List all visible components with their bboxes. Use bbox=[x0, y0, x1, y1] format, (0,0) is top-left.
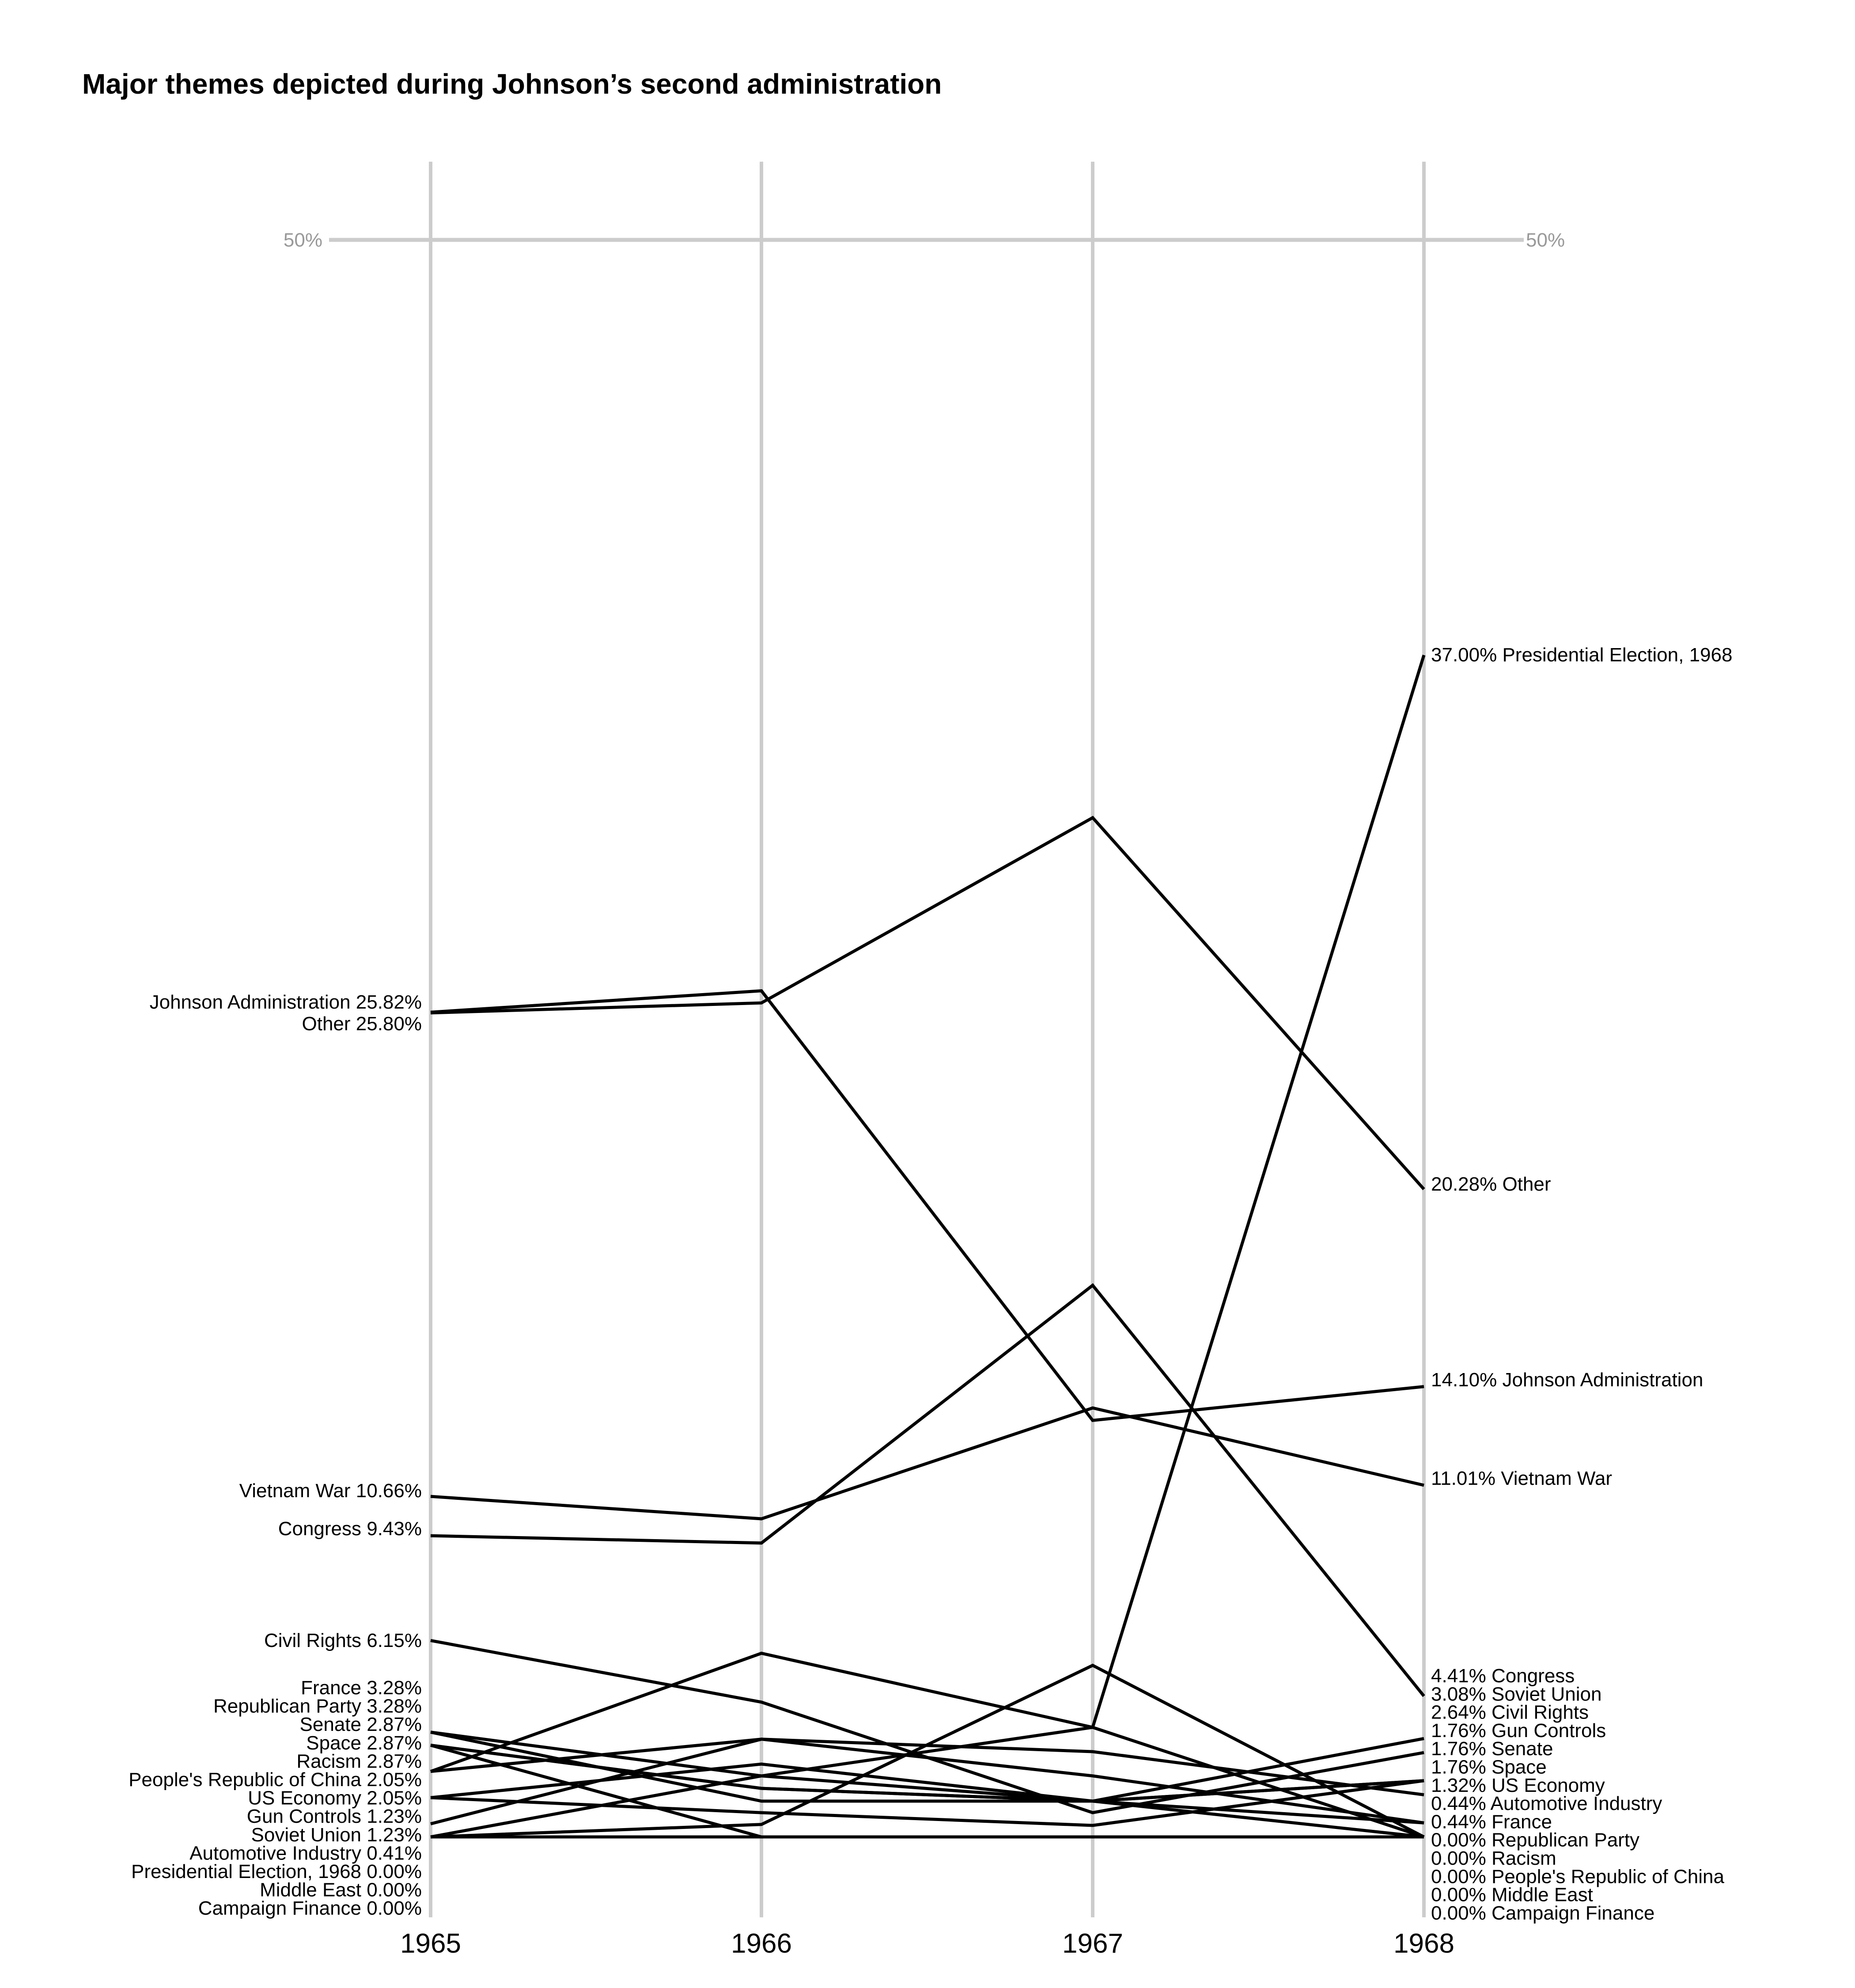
series-line-soviet-union bbox=[430, 1737, 1424, 1803]
gridline-label-left: 50% bbox=[284, 229, 322, 251]
start-label: Congress 9.43% bbox=[278, 1518, 422, 1540]
start-label: People's Republic of China 2.05% bbox=[129, 1769, 422, 1791]
start-label: Soviet Union 1.23% bbox=[251, 1824, 422, 1846]
series-line-vietnam-war bbox=[430, 1406, 1424, 1521]
start-label: Middle East 0.00% bbox=[260, 1879, 422, 1901]
gridline-label-right: 50% bbox=[1526, 229, 1565, 251]
end-label: 1.76% Gun Controls bbox=[1431, 1720, 1606, 1741]
start-label: Republican Party 3.28% bbox=[213, 1696, 422, 1717]
series-line-republican-party bbox=[430, 1730, 1424, 1839]
series-line-presidential-election-1968 bbox=[430, 654, 1426, 1839]
start-label: Johnson Administration 25.82% bbox=[150, 991, 422, 1013]
year-label-1967: 1967 bbox=[1062, 1928, 1123, 1959]
start-label: Racism 2.87% bbox=[296, 1750, 422, 1772]
year-label-1966: 1966 bbox=[731, 1928, 792, 1959]
end-label: 0.00% Racism bbox=[1431, 1848, 1556, 1869]
end-label: 1.76% Space bbox=[1431, 1757, 1547, 1778]
start-label: Civil Rights 6.15% bbox=[264, 1630, 422, 1651]
series-line-johnson-administration bbox=[430, 989, 1424, 1422]
year-labels: 1965 1966 1967 1968 bbox=[400, 1928, 1454, 1959]
series-lines bbox=[430, 654, 1426, 1839]
end-label: 20.28% Other bbox=[1431, 1173, 1551, 1195]
start-label: Space 2.87% bbox=[306, 1732, 422, 1754]
end-label: 3.08% Soviet Union bbox=[1431, 1683, 1601, 1705]
start-label: France 3.28% bbox=[301, 1677, 422, 1699]
start-label: US Economy 2.05% bbox=[248, 1787, 422, 1809]
start-labels: Johnson Administration 25.82%Other 25.80… bbox=[129, 991, 422, 1919]
end-label: 0.44% Automotive Industry bbox=[1431, 1793, 1662, 1814]
end-label: 4.41% Congress bbox=[1431, 1665, 1575, 1687]
start-label: Presidential Election, 1968 0.00% bbox=[131, 1861, 422, 1882]
year-label-1965: 1965 bbox=[400, 1928, 461, 1959]
end-label: 14.10% Johnson Administration bbox=[1431, 1369, 1703, 1391]
chart-title: Major themes depicted during Johnson’s s… bbox=[82, 68, 942, 100]
end-labels: 37.00% Presidential Election, 1968 20.28%… bbox=[1431, 644, 1732, 1924]
series-line-senate bbox=[430, 1744, 1424, 1803]
start-label: Senate 2.87% bbox=[300, 1714, 422, 1735]
series-line-middle-east bbox=[430, 1663, 1425, 1839]
end-label: 1.76% Senate bbox=[1431, 1738, 1553, 1760]
series-line-gun-controls bbox=[430, 1779, 1424, 1827]
start-label: Automotive Industry 0.41% bbox=[189, 1842, 422, 1864]
end-label: 11.01% Vietnam War bbox=[1431, 1468, 1612, 1489]
end-label: 37.00% Presidential Election, 1968 bbox=[1431, 644, 1732, 666]
series-line-space bbox=[430, 1744, 1424, 1803]
start-label: Campaign Finance 0.00% bbox=[198, 1897, 422, 1919]
end-label: 0.00% Middle East bbox=[1431, 1884, 1593, 1906]
year-axes bbox=[429, 162, 1426, 1917]
series-line-france bbox=[430, 1730, 1424, 1825]
end-label: 0.44% France bbox=[1431, 1811, 1552, 1832]
series-line-other bbox=[430, 816, 1425, 1191]
series-line-congress bbox=[430, 1283, 1425, 1697]
start-label: Other 25.80% bbox=[302, 1013, 422, 1035]
end-label: 0.00% Campaign Finance bbox=[1431, 1902, 1654, 1924]
end-label: 0.00% People's Republic of China bbox=[1431, 1866, 1724, 1887]
end-label: 1.32% US Economy bbox=[1431, 1775, 1605, 1796]
year-label-1968: 1968 bbox=[1393, 1928, 1454, 1959]
end-label: 0.00% Republican Party bbox=[1431, 1829, 1639, 1851]
series-line-people-s-republic-of-china bbox=[430, 1651, 1425, 1839]
start-label: Gun Controls 1.23% bbox=[247, 1806, 422, 1827]
start-label: Vietnam War 10.66% bbox=[239, 1480, 422, 1502]
series-line-automotive-industry bbox=[430, 1738, 1424, 1825]
end-label: 2.64% Civil Rights bbox=[1431, 1702, 1589, 1723]
